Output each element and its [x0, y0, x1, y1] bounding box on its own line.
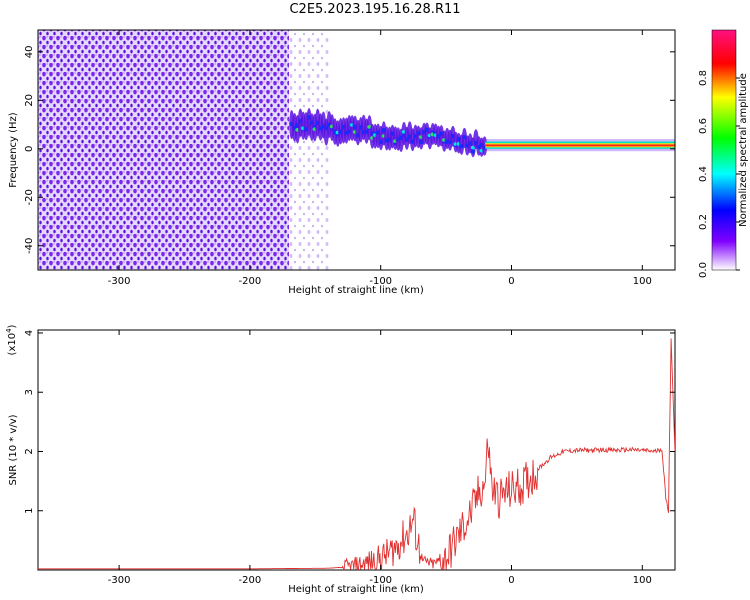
heatmap-xtick-label: -200 [239, 276, 262, 287]
snr-xlabel: Height of straight line (km) [288, 584, 424, 595]
snr-y-multiplier: (x104) [5, 324, 18, 355]
snr-xtick-label: -200 [239, 575, 262, 586]
colorbar-tick-label: 0.8 [698, 70, 709, 86]
heatmap-ytick-label: 0 [24, 146, 35, 152]
snr-ytick-label: 3 [24, 389, 35, 395]
heatmap-ytick-label: -20 [24, 189, 35, 205]
snr-ytick-label: 4 [24, 330, 35, 336]
heatmap-xtick-label: 0 [508, 276, 514, 287]
snr-ylabel: SNR (10 * v/v) [8, 414, 19, 485]
snr-xtick-label: 100 [633, 575, 652, 586]
heatmap-ylabel: Frequency (Hz) [8, 112, 19, 188]
heatmap-ytick-label: -40 [24, 238, 35, 254]
heatmap-strong-line [485, 139, 675, 152]
snr-xtick-label: -300 [108, 575, 131, 586]
colorbar-tick-label: 0.4 [698, 166, 709, 182]
colorbar-tick-label: 0.0 [698, 262, 709, 278]
heatmap-xtick-label: -100 [369, 276, 392, 287]
heatmap-noise-region [38, 30, 290, 270]
colorbar [711, 29, 737, 271]
heatmap-ytick-label: 20 [24, 94, 35, 107]
colorbar-tick-label: 0.6 [698, 118, 709, 134]
heatmap-xtick-label: 100 [633, 276, 652, 287]
snr-ytick-label: 1 [24, 508, 35, 514]
heatmap-frame [37, 29, 676, 271]
heatmap-faint-region [289, 30, 329, 270]
colorbar-tick-label: 0.2 [698, 214, 709, 230]
heatmap-xtick-label: -300 [108, 276, 131, 287]
heatmap-ytick-label: 40 [24, 45, 35, 58]
chart-title: C2E5.2023.195.16.28.R11 [289, 2, 461, 17]
heatmap-signal-band [289, 108, 488, 158]
heatmap-plot-area [38, 30, 675, 270]
snr-xtick-label: -100 [369, 575, 392, 586]
colorbar-label: Normalized spectral amplitude [738, 73, 749, 227]
snr-series-line [38, 338, 675, 570]
heatmap-xlabel: Height of straight line (km) [288, 285, 424, 296]
snr-ytick-label: 2 [24, 448, 35, 454]
snr-xtick-label: 0 [508, 575, 514, 586]
